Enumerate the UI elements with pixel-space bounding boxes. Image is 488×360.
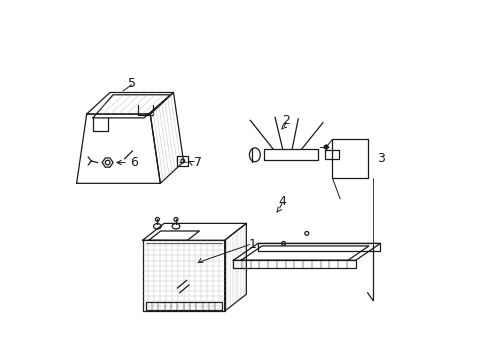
Text: 2: 2: [282, 114, 289, 127]
Text: 7: 7: [193, 156, 201, 169]
Text: 1: 1: [248, 238, 256, 251]
Text: 4: 4: [278, 194, 285, 208]
Text: 5: 5: [127, 77, 135, 90]
Text: 6: 6: [130, 156, 138, 169]
Text: 3: 3: [377, 152, 385, 165]
Circle shape: [324, 145, 327, 149]
Bar: [145, 302, 221, 310]
